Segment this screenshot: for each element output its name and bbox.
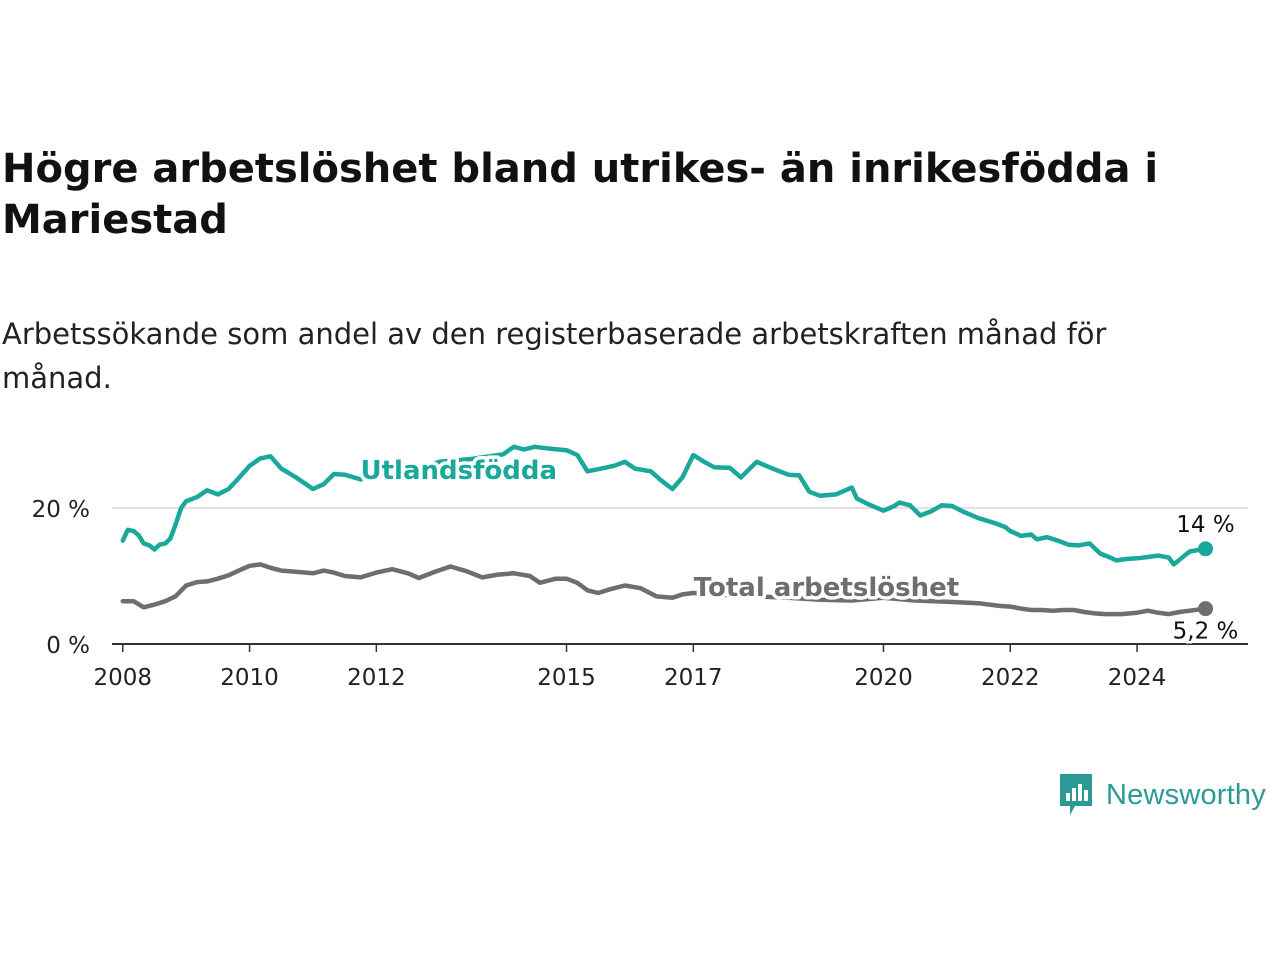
x-tick-label: 2022 (981, 665, 1040, 691)
end-value-label-0: 14 % (1176, 512, 1234, 538)
series-line-0 (120, 444, 1208, 567)
x-tick-label: 2015 (537, 665, 596, 691)
chart-subtitle: Arbetssökande som andel av den registerb… (2, 317, 1107, 395)
x-tick-label: 2017 (664, 665, 723, 691)
end-value-label-1: 5,2 % (1173, 619, 1239, 645)
series-line-1 (120, 562, 1208, 617)
y-tick-label: 20 % (32, 497, 90, 523)
newsworthy-logo-icon (1060, 774, 1092, 815)
brand-name: Newsworthy (1106, 778, 1266, 811)
x-tick-label: 2010 (220, 665, 279, 691)
series-label-0: Utlandsfödda (360, 456, 557, 486)
brand-logo: Newsworthy (1058, 772, 1266, 818)
x-tick-label: 2008 (94, 665, 153, 691)
x-tick-label: 2024 (1108, 665, 1167, 691)
series-label-1: Total arbetslöshet (694, 573, 959, 603)
line-chart: 0 % 20 % 2008 2010 2012 2015 2017 2020 2022 2024 U… (32, 444, 1248, 691)
series-endpoint-0 (1198, 541, 1214, 557)
x-tick-label: 2012 (347, 665, 406, 691)
series-endpoint-1 (1198, 601, 1214, 617)
x-tick-label: 2020 (854, 665, 913, 691)
chart-title: Högre arbetslöshet bland utrikes- än inr… (2, 146, 1159, 243)
y-tick-label: 0 % (46, 633, 90, 659)
